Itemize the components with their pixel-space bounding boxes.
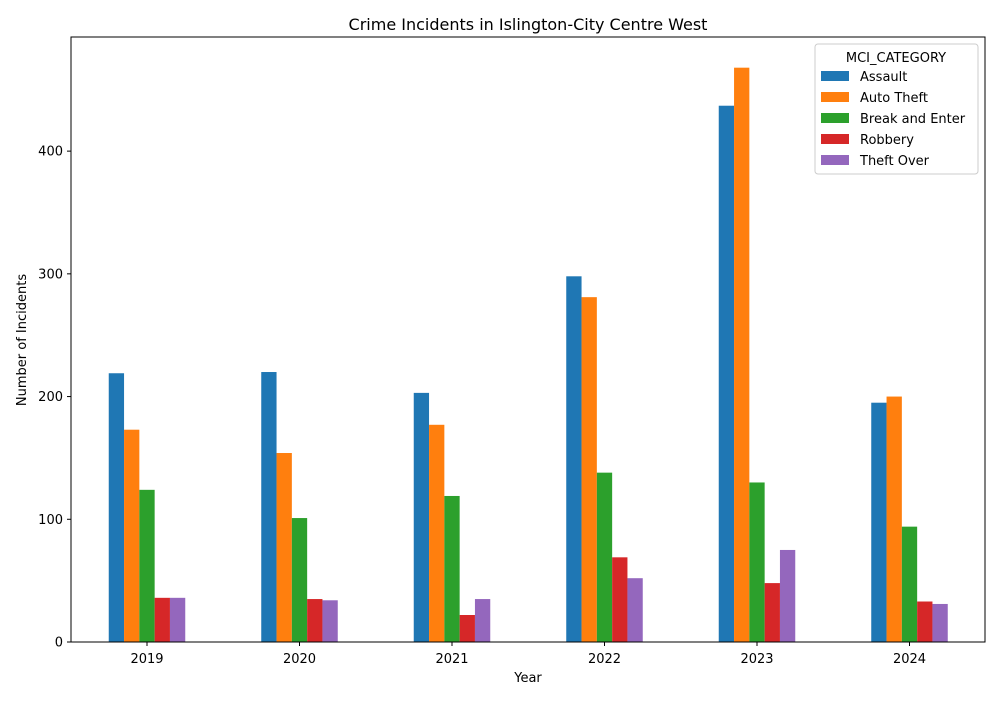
bar-theft-over-2024 [932,603,948,642]
bar-auto-theft-2022 [581,297,597,642]
y-tick-label: 200 [38,390,63,405]
legend-swatch [821,92,849,102]
bar-break-and-enter-2022 [596,472,613,642]
plot-frame [70,36,986,643]
bar-theft-over-2020 [322,600,338,642]
bar-assault-2020 [261,372,277,642]
legend-items: Assault Auto Theft Break and Enter Robbery T… [821,70,966,169]
legend-label: Break and Enter [860,112,966,127]
y-tick-label: 100 [38,513,63,528]
x-tick-label: 2022 [588,652,621,667]
bar-break-and-enter-2020 [291,518,308,642]
bar-auto-theft-2019 [124,429,140,642]
legend-swatch [821,71,849,81]
y-tick-label: 300 [38,267,63,282]
bar-assault-2019 [108,373,125,642]
legend-swatch [821,155,849,165]
legend-title: MCI_CATEGORY [846,51,946,66]
bar-break-and-enter-2024 [901,526,918,642]
bar-robbery-2024 [917,601,933,642]
bar-robbery-2023 [764,583,780,642]
bar-theft-over-2019 [169,597,186,642]
legend-label: Theft Over [859,154,930,169]
bar-assault-2022 [566,276,582,642]
y-tick-label: 0 [55,636,63,651]
y-axis: 0 100 200 300 400 [38,145,71,651]
bars-group [108,67,948,643]
x-tick-label: 2023 [740,652,773,667]
legend-label: Assault [860,70,907,85]
y-axis-label: Number of Incidents [15,274,30,406]
legend-box [814,43,979,175]
bar-assault-2021 [413,392,430,642]
bar-theft-over-2021 [474,599,491,642]
bar-auto-theft-2023 [734,67,750,643]
x-tick-label: 2024 [893,652,926,667]
chart-title: Crime Incidents in Islington-City Centre… [349,15,708,34]
x-tick-label: 2021 [435,652,468,667]
bar-break-and-enter-2023 [749,482,765,642]
x-tick-label: 2019 [130,652,163,667]
bar-auto-theft-2021 [429,424,445,642]
x-axis-label: Year [513,671,542,686]
bar-robbery-2019 [154,597,170,642]
bar-theft-over-2022 [627,578,643,642]
bar-theft-over-2023 [779,549,796,642]
bar-robbery-2020 [307,599,323,642]
legend: MCI_CATEGORY Assault Auto Theft Break and … [814,43,979,175]
bar-auto-theft-2024 [886,396,902,642]
bar-break-and-enter-2019 [139,489,155,642]
legend-swatch [821,113,849,123]
x-axis: 2019 2020 2021 2022 2023 2024 [130,642,926,667]
y-tick-label: 400 [38,145,63,160]
legend-swatch [821,134,849,144]
bar-robbery-2021 [459,615,475,642]
bar-assault-2023 [718,105,735,643]
bar-assault-2024 [871,402,887,642]
bar-break-and-enter-2021 [444,495,460,642]
x-tick-label: 2020 [283,652,316,667]
bar-robbery-2022 [612,557,628,642]
bar-auto-theft-2020 [276,453,292,642]
legend-label: Robbery [860,133,914,148]
legend-label: Auto Theft [860,91,928,106]
